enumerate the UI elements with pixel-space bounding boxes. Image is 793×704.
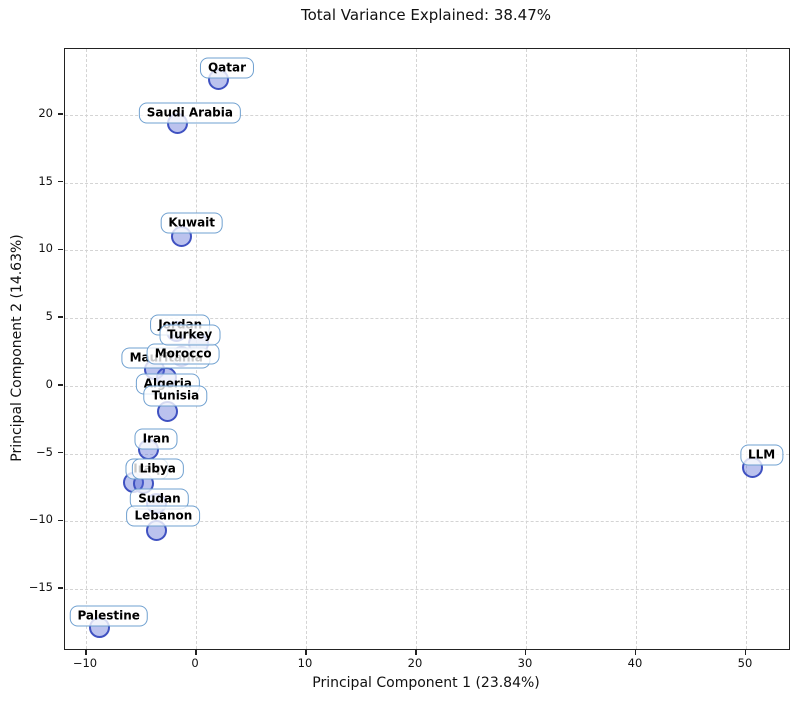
gridline-vertical <box>745 49 747 649</box>
gridline-horizontal <box>65 521 789 523</box>
plot-area: MauritaniaJordanIraqSudanAlgeriaMoroccoT… <box>64 48 790 650</box>
x-tick-mark <box>195 649 197 655</box>
y-tick-mark <box>57 316 63 318</box>
gridline-vertical <box>525 49 527 649</box>
gridline-horizontal <box>65 182 789 184</box>
country-label-libya: Libya <box>131 458 184 480</box>
y-tick-label: 15 <box>38 173 53 188</box>
country-label-morocco: Morocco <box>146 343 220 365</box>
y-tick-mark <box>57 180 63 183</box>
y-tick-mark <box>57 451 63 454</box>
x-tick-mark <box>85 649 87 655</box>
gridline-vertical <box>416 49 417 649</box>
y-tick-label: −5 <box>36 444 53 459</box>
y-tick-mark <box>57 384 63 386</box>
x-tick-mark <box>415 649 417 655</box>
y-tick-mark <box>57 519 63 522</box>
y-tick-label: 0 <box>45 376 53 391</box>
chart-title: Total Variance Explained: 38.47% <box>300 6 552 24</box>
y-tick-mark <box>57 248 63 251</box>
x-tick-label: 10 <box>297 656 313 670</box>
country-label-turkey: Turkey <box>159 324 221 346</box>
x-tick-mark <box>744 649 747 655</box>
x-tick-label: 50 <box>737 656 753 670</box>
x-tick-label: 40 <box>627 656 643 670</box>
gridline-vertical <box>86 49 87 649</box>
gridline-horizontal <box>65 385 789 387</box>
gridline-horizontal <box>65 114 789 116</box>
gridline-horizontal <box>65 250 789 252</box>
y-tick-label: 5 <box>45 309 53 324</box>
y-axis-label: Principal Component 2 (14.63%) <box>9 234 25 462</box>
gridline-horizontal <box>65 318 789 320</box>
x-tick-label: 30 <box>517 656 533 670</box>
x-tick-mark <box>634 649 637 655</box>
gridline-vertical <box>635 49 637 649</box>
country-label-lebanon: Lebanon <box>126 505 201 527</box>
y-tick-label: 20 <box>38 105 53 120</box>
x-tick-mark <box>524 649 527 655</box>
gridline-horizontal <box>65 453 789 455</box>
country-label-saudi-arabia: Saudi Arabia <box>138 102 241 124</box>
country-label-tunisia: Tunisia <box>143 385 208 407</box>
y-tick-mark <box>57 587 63 589</box>
gridline-horizontal <box>65 589 789 591</box>
x-tick-label: −10 <box>72 656 98 670</box>
country-label-iran: Iran <box>134 428 178 449</box>
y-tick-label: −10 <box>28 512 53 527</box>
y-tick-label: 10 <box>38 241 53 256</box>
country-label-llm: LLM <box>739 444 784 466</box>
x-tick-label: 20 <box>407 656 423 670</box>
gridline-vertical <box>306 49 307 649</box>
y-tick-label: −15 <box>28 580 53 595</box>
country-label-qatar: Qatar <box>199 57 255 79</box>
x-tick-label: 0 <box>191 656 199 670</box>
country-label-kuwait: Kuwait <box>160 212 224 234</box>
y-tick-mark <box>57 113 63 115</box>
country-label-palestine: Palestine <box>69 605 148 627</box>
x-axis-label: Principal Component 1 (23.84%) <box>312 675 540 691</box>
x-tick-mark <box>305 649 307 655</box>
